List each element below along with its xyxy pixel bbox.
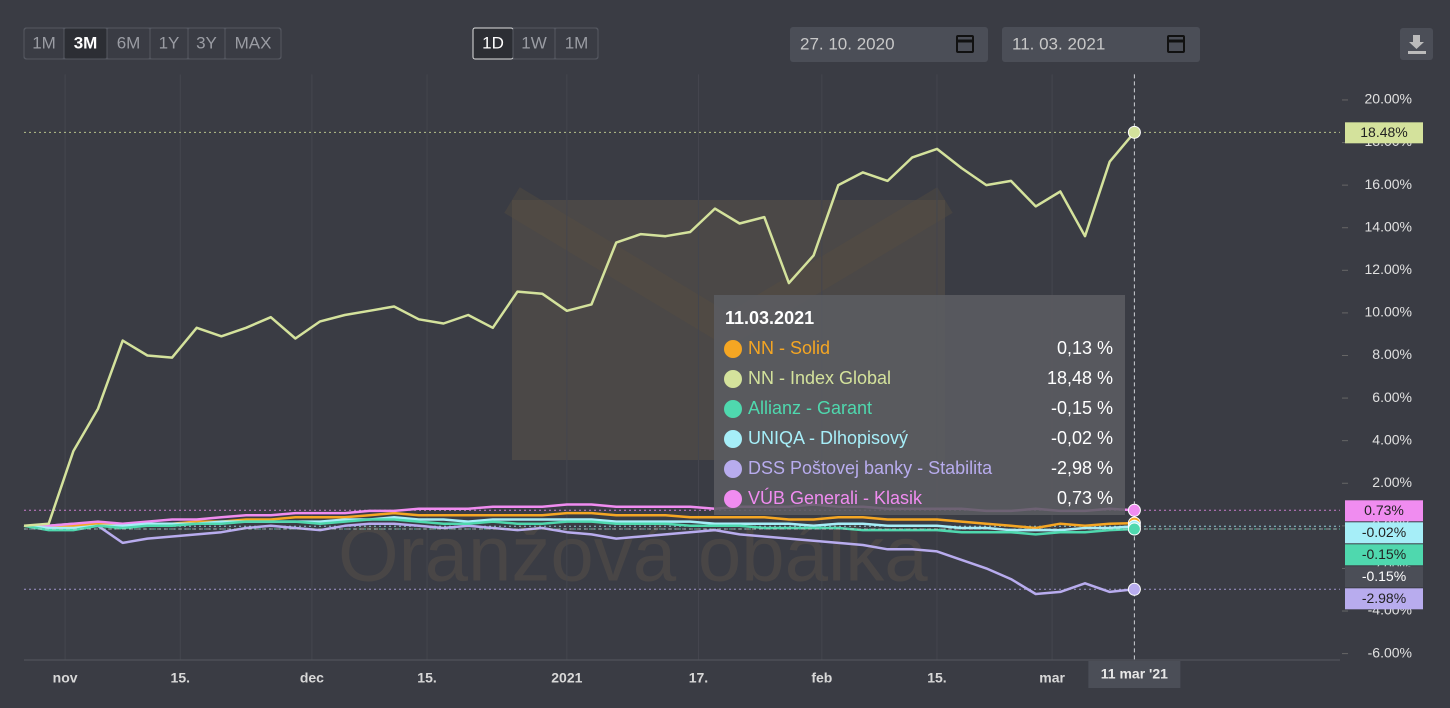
tooltip-dot [724,460,742,478]
last-value-label: -2.98% [1362,590,1406,606]
crosshair-y-label: -0.15% [1362,568,1406,584]
button-label[interactable]: 1M [565,33,589,52]
series-line [23,131,1136,528]
last-value-box [1345,522,1423,544]
button[interactable] [224,27,282,60]
y-tick-label: 12.00% [1365,261,1412,277]
crosshair-x-label-box [1088,661,1181,688]
tooltip-series-name: Allianz - Garant [748,398,872,418]
tooltip-dot [724,370,742,388]
y-tick-label: 16.00% [1365,176,1412,192]
x-tick-label: 15. [417,670,436,686]
x-tick-label: 17. [689,670,708,686]
button-label[interactable]: MAX [235,33,272,52]
tooltip-dot [724,430,742,448]
x-tick-label: dec [300,670,324,686]
point-marker [1127,125,1141,139]
button-label[interactable]: 3Y [196,33,217,52]
tooltip-series-name: DSS Poštovej banky - Stabilita [748,458,993,478]
button-label[interactable]: 1M [32,33,56,52]
y-tick-label: 4.00% [1372,431,1412,447]
button-label[interactable]: 1W [521,33,547,52]
x-tick-label: nov [53,670,78,686]
calendar-icon[interactable] [956,35,974,53]
calendar-icon[interactable] [1167,35,1185,53]
tooltip-value: -2,98 % [1051,458,1113,478]
button-label[interactable]: 3M [74,33,98,52]
y-tick-label: -6.00% [1368,644,1412,660]
button-label[interactable]: 1D [482,33,504,52]
y-tick-label: 2.00% [1372,474,1412,490]
plot: nov 15. dec 15. 2021 17. feb 15. mar-6.00%-4.00%… [23,74,1412,686]
tooltip-series-name: UNIQA - Dlhopisový [748,428,908,448]
button-label[interactable]: 6M [117,33,141,52]
last-value-label: 0.73% [1364,502,1404,518]
point-marker [1127,522,1141,536]
series-line [24,522,1135,596]
x-tick-label: 2021 [551,670,582,686]
button[interactable] [554,27,599,60]
tooltip-series-name: NN - Index Global [748,368,891,388]
tooltip-series-name: NN - Solid [748,338,830,358]
controls: 1M 3M 6M 1Y 3Y MAX 1D 1W 1M [23,27,599,60]
y-tick-label: 20.00% [1365,91,1412,107]
download-icon[interactable] [1408,35,1426,54]
last-value-box [1345,122,1423,144]
tooltip-value: 0,13 % [1057,338,1113,358]
last-value-box [1345,588,1423,610]
crosshair-x-label: 11 mar '21 [1101,666,1168,682]
x-tick-label: mar [1039,670,1065,686]
last-value-box [1345,500,1423,522]
overlay: 18.48% 0.73% -0.02% -0.15% -0.15% -2.98% 11 ma… [24,74,1423,688]
tooltip-value: -0,15 % [1051,398,1113,418]
date-input[interactable] [790,27,988,62]
tooltip-dot [724,490,742,508]
date-from[interactable]: 27. 10. 2020 [800,34,895,53]
date-input[interactable] [1002,27,1200,62]
tooltip-title: 11.03.2021 [725,308,814,328]
tooltip-series-name: VÚB Generali - Klasik [748,487,923,508]
date-to[interactable]: 11. 03. 2021 [1012,34,1105,53]
last-value-label: -0.02% [1362,524,1406,540]
series-line [23,518,1135,536]
x-tick-label: 15. [171,670,190,686]
tooltip-value: 0,73 % [1057,488,1113,508]
point-marker [1127,503,1141,517]
y-tick-label: 14.00% [1365,218,1412,234]
y-tick-label: 10.00% [1365,304,1412,320]
last-value-label: 18.48% [1360,124,1407,140]
tooltip-value: -0,02 % [1051,428,1113,448]
y-tick-label: 8.00% [1372,346,1412,362]
button-label[interactable]: 1Y [159,33,180,52]
last-value-label: -0.15% [1362,546,1406,562]
tooltip-value: 18,48 % [1047,368,1113,388]
tooltip [714,295,1125,515]
last-value-box [1345,544,1423,566]
point-marker [1127,582,1141,596]
y-tick-label: 6.00% [1372,389,1412,405]
x-tick-label: feb [811,670,832,686]
x-tick-label: 15. [927,670,946,686]
tooltip-dot [724,340,742,358]
crosshair-y-label-box [1345,566,1423,588]
tooltip-dot [724,400,742,418]
